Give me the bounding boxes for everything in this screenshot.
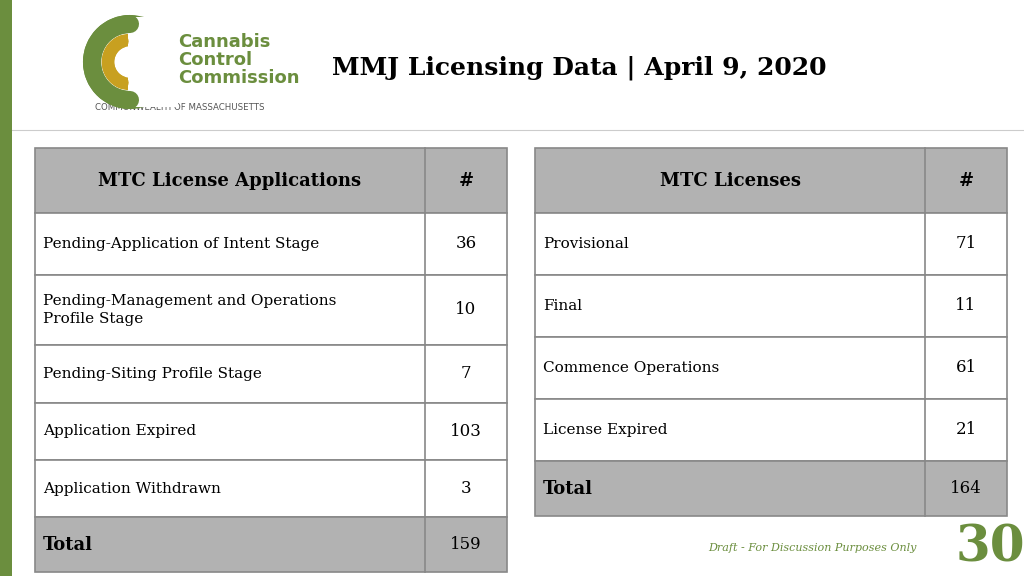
Text: COMMONWEALTH OF MASSACHUSETTS: COMMONWEALTH OF MASSACHUSETTS (95, 103, 264, 112)
Text: MMJ Licensing Data | April 9, 2020: MMJ Licensing Data | April 9, 2020 (332, 56, 826, 80)
Text: 159: 159 (451, 536, 482, 553)
Bar (535, 275, 1007, 337)
Text: 164: 164 (950, 480, 982, 497)
Text: Pending-Siting Profile Stage: Pending-Siting Profile Stage (43, 367, 262, 381)
Bar (535, 213, 1007, 275)
Bar (535, 399, 1007, 461)
Bar (128, 17, 178, 107)
Text: Commence Operations: Commence Operations (543, 361, 719, 375)
Text: Provisional: Provisional (543, 237, 629, 251)
Text: Application Expired: Application Expired (43, 425, 197, 438)
Text: 103: 103 (451, 423, 482, 440)
Bar (35, 148, 507, 213)
Text: Total: Total (543, 479, 593, 498)
Text: #: # (958, 172, 974, 190)
Text: Final: Final (543, 299, 582, 313)
Bar (535, 148, 1007, 213)
Text: #: # (459, 172, 473, 190)
Text: License Expired: License Expired (543, 423, 668, 437)
Text: 36: 36 (456, 236, 476, 252)
Text: Application Withdrawn: Application Withdrawn (43, 482, 221, 495)
Text: 3: 3 (461, 480, 471, 497)
Text: Draft - For Discussion Purposes Only: Draft - For Discussion Purposes Only (708, 543, 916, 553)
Bar (535, 337, 1007, 399)
Text: MTC License Applications: MTC License Applications (98, 172, 361, 190)
Bar (128, 32, 163, 92)
Text: 61: 61 (955, 359, 977, 377)
Text: Control: Control (178, 51, 252, 69)
Bar (0, 0, 12, 576)
Text: 11: 11 (955, 297, 977, 314)
Bar (35, 517, 507, 572)
Text: 30: 30 (955, 524, 1024, 573)
Text: Cannabis: Cannabis (178, 33, 270, 51)
Text: 10: 10 (456, 301, 476, 319)
Bar (535, 461, 1007, 516)
Text: Commission: Commission (178, 69, 299, 87)
Bar (35, 213, 507, 275)
Text: Pending-Application of Intent Stage: Pending-Application of Intent Stage (43, 237, 319, 251)
Text: Pending-Management and Operations
Profile Stage: Pending-Management and Operations Profil… (43, 294, 336, 326)
Bar (35, 403, 507, 460)
Bar (35, 460, 507, 517)
Bar (35, 345, 507, 403)
Bar (35, 275, 507, 345)
Text: 21: 21 (955, 422, 977, 438)
Text: 7: 7 (461, 366, 471, 382)
Text: Total: Total (43, 536, 93, 554)
Text: MTC Licenses: MTC Licenses (659, 172, 801, 190)
Text: 71: 71 (955, 236, 977, 252)
